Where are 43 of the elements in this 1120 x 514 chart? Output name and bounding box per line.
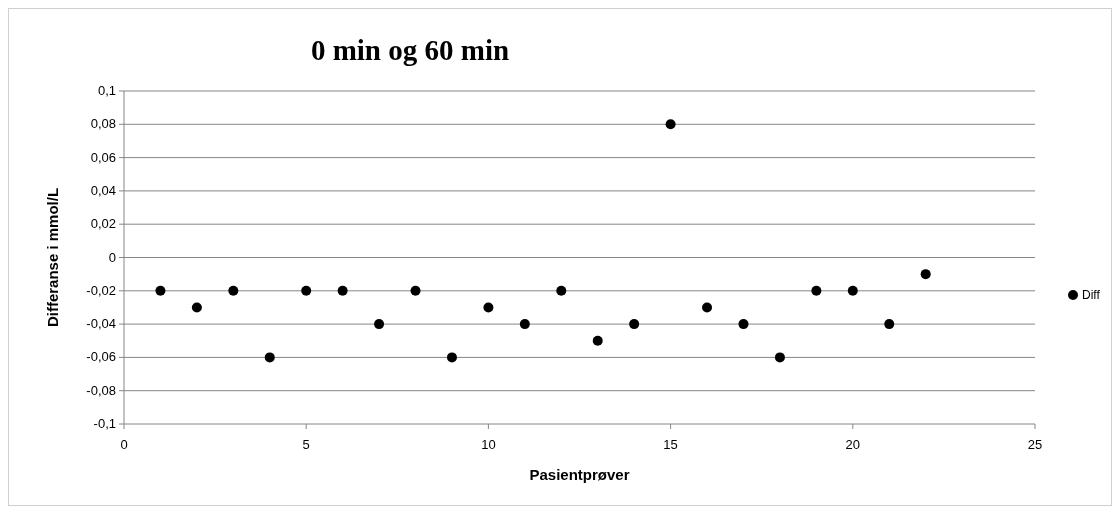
y-tick-label: -0,08 — [86, 382, 116, 398]
y-axis-title: Differanse i mmol/L — [44, 187, 61, 328]
y-tick-label: 0,08 — [90, 116, 116, 132]
point — [629, 319, 640, 330]
point — [592, 335, 603, 346]
point — [519, 319, 530, 330]
point — [774, 352, 785, 363]
y-tick-label: -0,02 — [86, 282, 116, 298]
point — [811, 285, 822, 296]
point — [191, 302, 202, 313]
y-tick-label: 0,06 — [90, 149, 116, 165]
point — [374, 319, 385, 330]
y-tick-label: -0,1 — [93, 416, 116, 431]
y-tick-label: 0,1 — [97, 83, 116, 98]
point — [410, 285, 421, 296]
point — [847, 285, 858, 296]
x-tick-label: 15 — [663, 437, 678, 452]
point — [483, 302, 494, 313]
y-tick-label: -0,04 — [86, 316, 116, 332]
point — [228, 285, 239, 296]
y-tick-label: 0 — [108, 249, 116, 265]
point — [738, 319, 749, 330]
point — [301, 285, 312, 296]
x-tick-label: 25 — [1027, 437, 1043, 452]
legend-label: Diff — [1082, 288, 1101, 302]
point — [920, 269, 931, 280]
point — [446, 352, 457, 363]
chart-title: 0 min og 60 min — [310, 34, 510, 66]
x-tick-label: 0 — [120, 437, 128, 452]
point — [264, 352, 275, 363]
point — [702, 302, 713, 313]
point — [155, 285, 166, 296]
x-tick-label: 10 — [481, 437, 496, 452]
point — [665, 119, 676, 130]
point — [884, 319, 895, 330]
y-tick-label: -0,06 — [86, 349, 116, 365]
point — [337, 285, 348, 296]
x-axis-title: Pasientprøver — [529, 466, 630, 483]
y-tick-label: 0,04 — [90, 182, 116, 198]
x-tick-label: 5 — [302, 437, 310, 452]
point — [556, 285, 567, 296]
x-tick-label: 20 — [845, 437, 861, 452]
y-tick-label: 0,02 — [90, 216, 116, 232]
